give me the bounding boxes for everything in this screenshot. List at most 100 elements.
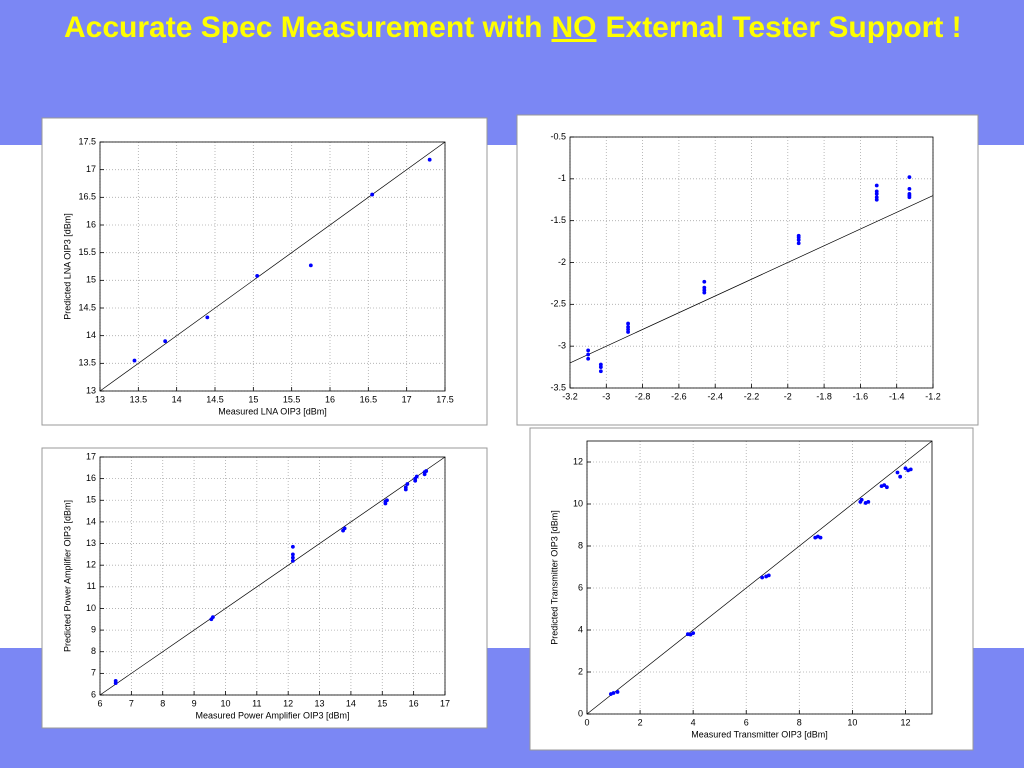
x-tick-label: 0 — [584, 717, 589, 727]
point — [859, 497, 864, 502]
x-tick-label: 7 — [129, 698, 134, 708]
point — [615, 690, 620, 694]
y-tick-label: 14.5 — [78, 302, 96, 312]
x-tick-label: 14.5 — [206, 394, 224, 404]
point — [132, 358, 137, 363]
x-tick-label: -1.8 — [816, 391, 832, 401]
y-tick-label: 8 — [91, 646, 96, 656]
plot-frame — [99, 141, 446, 392]
x-tick-label: -2.6 — [671, 391, 687, 401]
x-tick-label: 11 — [252, 698, 261, 708]
point — [874, 191, 879, 196]
y-tick-label: -2.5 — [550, 299, 566, 309]
x-tick-label: 6 — [97, 698, 102, 708]
point — [884, 485, 889, 490]
x-tick-label: 16 — [325, 394, 335, 404]
point — [626, 321, 630, 326]
plot-frame — [99, 456, 446, 696]
y-tick-label: 4 — [578, 624, 583, 634]
x-tick-label: 15 — [377, 698, 387, 708]
point — [818, 535, 823, 540]
point — [342, 526, 347, 531]
plot-frame — [586, 440, 933, 715]
y-tick-label: 17 — [86, 164, 96, 174]
y-tick-label: -1 — [558, 173, 566, 183]
point — [308, 263, 313, 268]
x-tick-label: 6 — [744, 717, 749, 727]
y-axis-label: Predicted LNA OIP3 [dBm] — [62, 213, 72, 320]
x-tick-label: -3.2 — [562, 391, 578, 401]
reference-line — [99, 456, 446, 696]
reference-line — [99, 141, 446, 392]
y-tick-label: -0.5 — [550, 131, 566, 141]
point — [211, 615, 215, 620]
point — [866, 500, 871, 504]
point — [796, 241, 801, 246]
point — [760, 575, 765, 580]
y-tick-label: 13.5 — [78, 358, 96, 368]
point — [882, 483, 887, 487]
y-tick-label: 14 — [86, 516, 96, 526]
y-tick-label: 10 — [573, 498, 583, 508]
x-tick-label: 8 — [797, 717, 802, 727]
y-tick-label: 16 — [86, 219, 96, 229]
point — [898, 474, 903, 479]
y-tick-label: -2 — [558, 257, 566, 267]
point — [255, 274, 260, 278]
point — [427, 157, 432, 162]
point — [611, 691, 616, 695]
y-tick-label: 15.5 — [78, 247, 96, 257]
x-tick-label: -2.8 — [635, 391, 651, 401]
x-tick-label: 17 — [440, 698, 450, 708]
y-tick-label: 17.5 — [78, 136, 96, 146]
point — [691, 631, 696, 636]
point — [424, 469, 429, 473]
point — [113, 679, 118, 683]
point — [586, 352, 591, 357]
point — [702, 279, 707, 284]
x-tick-label: 12 — [900, 717, 910, 727]
point — [290, 555, 295, 560]
plot-frame — [569, 136, 934, 389]
y-tick-label: 6 — [578, 582, 583, 592]
title-part: Accurate Spec Measurement with — [64, 11, 543, 44]
y-tick-label: -3 — [558, 341, 566, 351]
point — [907, 186, 912, 191]
y-tick-label: 0 — [578, 708, 583, 718]
x-tick-label: 10 — [847, 717, 857, 727]
x-tick-label: 14 — [346, 698, 356, 708]
x-tick-label: 10 — [220, 698, 230, 708]
y-tick-label: 14 — [86, 330, 96, 340]
point — [598, 369, 603, 374]
point — [370, 192, 375, 197]
x-tick-label: 2 — [638, 717, 643, 727]
point — [895, 470, 900, 475]
y-tick-label: 13 — [86, 385, 96, 395]
x-tick-label: 15 — [248, 394, 258, 404]
x-tick-label: -1.2 — [925, 391, 941, 401]
point — [598, 365, 603, 369]
point — [405, 482, 410, 486]
y-axis-label: Predicted Power Amplifier OIP3 [dBm] — [62, 500, 72, 652]
point — [907, 175, 912, 180]
point — [903, 466, 908, 471]
x-tick-label: 9 — [192, 698, 197, 708]
x-tick-label: -1.6 — [853, 391, 869, 401]
x-tick-label: 15.5 — [283, 394, 301, 404]
x-tick-label: 13 — [315, 698, 325, 708]
title-part: External Tester Support ! — [605, 11, 962, 44]
x-tick-label: 17 — [402, 394, 412, 404]
point — [702, 290, 707, 295]
x-tick-label: 14 — [172, 394, 182, 404]
x-tick-label: -1.4 — [889, 391, 905, 401]
y-tick-label: 12 — [573, 456, 583, 466]
y-tick-label: 8 — [578, 540, 583, 550]
y-tick-label: 9 — [91, 624, 96, 634]
reference-line — [586, 440, 933, 715]
x-tick-label: -2.2 — [744, 391, 760, 401]
point — [907, 195, 912, 200]
point — [908, 467, 913, 472]
point — [414, 474, 419, 479]
x-tick-label: -2 — [784, 391, 792, 401]
